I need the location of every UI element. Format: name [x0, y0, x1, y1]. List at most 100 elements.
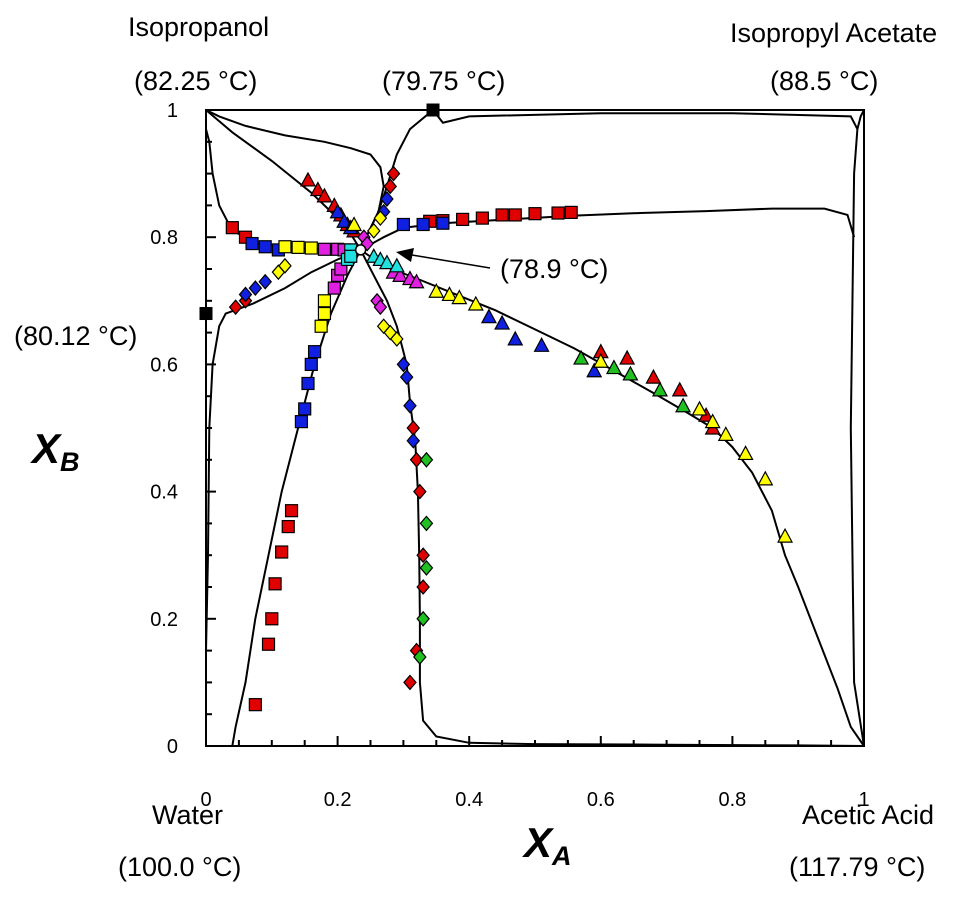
axis-ticks: 0 0.2 0.4 0.6 0.8 1 0 0.2 0.4 0.6 0.8 1: [150, 100, 869, 811]
triangle-point: [346, 216, 363, 232]
square-point: [284, 504, 299, 518]
square-point: [396, 217, 410, 232]
azeotrope-arrow-head: [396, 248, 414, 262]
y-tick-label: 0.2: [150, 609, 178, 631]
triangle-point: [467, 295, 484, 311]
diamond-point: [383, 178, 398, 195]
isopropyl-acetate-label: Isopropyl Acetate: [730, 18, 938, 48]
square-point: [416, 217, 430, 232]
triangle-point: [316, 187, 333, 203]
y-axis-title-main: X: [32, 425, 61, 472]
square-point: [298, 402, 312, 416]
square-point: [564, 205, 578, 219]
x-tick-label: 0.6: [587, 789, 615, 811]
azeotrope-marker: [426, 103, 440, 117]
diamond-point: [409, 451, 424, 468]
triangle-point: [299, 171, 316, 187]
square-point: [436, 216, 450, 230]
square-point: [317, 294, 332, 308]
x-tick-label: 0.8: [718, 789, 746, 811]
diamond-point: [416, 547, 430, 564]
binary-azeotrope-temp-left: (80.12 °C): [14, 321, 138, 351]
diamond-point: [366, 222, 381, 239]
water-temp: (100.0 °C): [118, 852, 242, 882]
diamond-point: [416, 579, 430, 595]
azeotrope-annotation: [396, 248, 491, 269]
triangle-point: [605, 359, 622, 375]
triangle-point: [777, 527, 794, 543]
x-tick-label: 0.4: [455, 789, 483, 811]
diamond-point: [258, 273, 273, 290]
diamond-point: [380, 191, 394, 207]
x-tick-label: 0: [200, 789, 211, 811]
triangle-point: [652, 381, 669, 397]
y-tick-label: 0.6: [150, 354, 178, 376]
triangle-point: [675, 397, 692, 413]
triangle-point: [428, 282, 445, 298]
square-point: [275, 545, 289, 559]
square-point: [495, 208, 509, 222]
triangle-point: [757, 470, 774, 486]
square-point: [304, 241, 318, 255]
diamond-point: [403, 397, 417, 414]
x-axis-title-sub: A: [552, 841, 572, 871]
diamond-point: [406, 432, 421, 449]
triangle-point: [392, 267, 409, 282]
diamond-point: [248, 280, 263, 297]
ternary-azeotrope-marker: [354, 244, 367, 256]
diamond-point: [278, 257, 292, 274]
square-point: [248, 698, 262, 712]
diamond-point: [419, 559, 434, 576]
triangle-point: [622, 365, 639, 381]
residue-curve-9: [359, 249, 865, 747]
ternary-azeotrope-temp: (78.9 °C): [500, 254, 609, 284]
acetic-acid-label: Acetic Acid: [802, 800, 935, 830]
y-tick-label: 1: [167, 100, 178, 122]
diamond-point: [373, 299, 388, 316]
square-point: [317, 242, 332, 256]
square-point: [265, 612, 279, 626]
square-point: [528, 207, 542, 221]
triangle-point: [533, 337, 550, 352]
diamond-point: [390, 331, 404, 347]
square-point: [258, 240, 272, 254]
triangle-point: [480, 308, 497, 324]
triangle-point: [737, 445, 754, 461]
isopropanol-temp: (82.25 °C): [134, 66, 258, 96]
isopropanol-label: Isopropanol: [128, 12, 270, 42]
triangle-point: [586, 362, 603, 378]
triangle-point: [329, 203, 346, 219]
residue-curve-8: [231, 249, 362, 747]
acetic-acid-temp: (117.79 °C): [789, 852, 926, 882]
triangle-point: [645, 368, 662, 384]
water-label: Water: [152, 800, 224, 830]
square-point: [261, 637, 276, 651]
triangle-point: [378, 254, 395, 270]
triangle-point: [619, 349, 636, 365]
y-tick-label: 0: [167, 736, 178, 758]
diamond-point: [386, 165, 401, 182]
azeotrope-arrow-line: [411, 254, 491, 269]
square-point: [344, 249, 358, 263]
square-point: [456, 212, 470, 226]
square-point: [278, 240, 292, 254]
x-tick-label: 1: [858, 789, 869, 811]
square-point: [268, 577, 282, 591]
square-point: [307, 345, 322, 359]
isopropyl-acetate-temp: (88.5 °C): [770, 66, 879, 96]
square-point: [327, 281, 341, 295]
square-point: [508, 208, 522, 222]
x-tick-label: 0.2: [324, 789, 352, 811]
square-point: [475, 211, 489, 225]
triangle-point: [494, 314, 511, 330]
diamond-point: [396, 356, 411, 373]
diamond-point: [238, 286, 253, 303]
diamond-point: [419, 451, 434, 468]
triangle-point: [336, 213, 353, 228]
square-point: [317, 306, 332, 321]
diamond-point: [416, 610, 430, 627]
data-points: [199, 103, 794, 712]
square-point: [304, 357, 318, 371]
square-point: [225, 221, 239, 235]
